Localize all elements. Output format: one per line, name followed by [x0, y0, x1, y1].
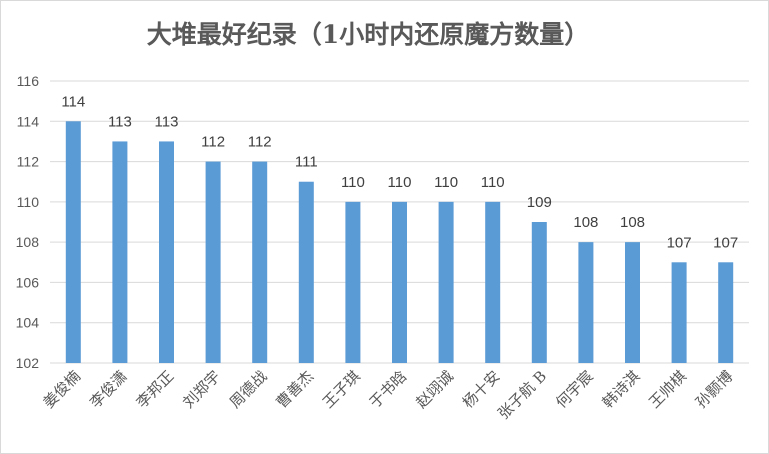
bars — [65, 121, 734, 364]
category-label: 周德战 — [226, 367, 271, 412]
bar — [65, 121, 81, 364]
category-label: 王子琪 — [319, 367, 364, 412]
y-tick-label: 108 — [16, 234, 40, 250]
data-label: 107 — [713, 234, 738, 251]
category-label: 赵翊诚 — [412, 367, 457, 412]
bar — [298, 181, 314, 363]
category-label: 姜俊楠 — [40, 367, 85, 412]
category-label: 王帅棋 — [645, 367, 690, 412]
data-labels: 114 113 113 112 112 111 110 110 110 110 109 108 108 1… — [61, 93, 738, 251]
y-tick-label: 102 — [16, 355, 40, 371]
data-label: 112 — [201, 134, 225, 151]
bar — [345, 201, 361, 363]
data-label: 114 — [61, 93, 85, 110]
category-label: 曹善杰 — [273, 367, 318, 412]
category-label: 孙颢博 — [692, 367, 737, 412]
category-label: 韩诗淇 — [599, 367, 644, 412]
data-label: 113 — [108, 113, 132, 130]
y-tick-label: 110 — [17, 194, 40, 210]
y-tick-label: 104 — [16, 315, 40, 331]
category-label: 何宇宸 — [552, 367, 597, 412]
y-axis-ticks: 102 104 106 108 110 112 114 116 — [16, 73, 40, 371]
bar — [671, 262, 687, 363]
bar — [112, 141, 128, 363]
data-label: 110 — [481, 174, 505, 191]
bar — [531, 222, 547, 363]
data-label: 112 — [248, 134, 272, 151]
category-label: 刘郑宇 — [179, 367, 224, 412]
bar — [392, 201, 407, 363]
category-label: 李邦正 — [133, 367, 178, 412]
data-label: 110 — [341, 174, 365, 191]
data-label: 108 — [620, 214, 645, 231]
data-label: 108 — [573, 214, 598, 231]
y-tick-label: 106 — [16, 274, 40, 290]
bar — [159, 141, 174, 363]
data-label: 110 — [434, 174, 458, 191]
y-tick-label: 112 — [17, 154, 40, 170]
category-label: 于书晗 — [366, 367, 411, 412]
data-label: 113 — [155, 113, 179, 130]
y-tick-label: 116 — [17, 73, 40, 89]
chart-title: 大堆最好纪录（1小时内还原魔方数量） — [147, 20, 589, 49]
bar — [252, 161, 268, 363]
bar — [485, 201, 501, 363]
category-label: 李俊潇 — [86, 367, 131, 412]
data-label: 110 — [388, 174, 412, 191]
bar — [205, 161, 221, 363]
bar — [438, 201, 454, 363]
bar — [625, 242, 640, 363]
bar — [578, 242, 594, 363]
bar — [718, 262, 734, 363]
category-label: 杨十安 — [459, 367, 504, 412]
category-label: 张子航 B — [494, 367, 550, 423]
y-tick-label: 114 — [17, 113, 40, 129]
data-label: 109 — [527, 194, 552, 211]
data-label: 107 — [667, 234, 692, 251]
data-label: 111 — [295, 154, 318, 171]
